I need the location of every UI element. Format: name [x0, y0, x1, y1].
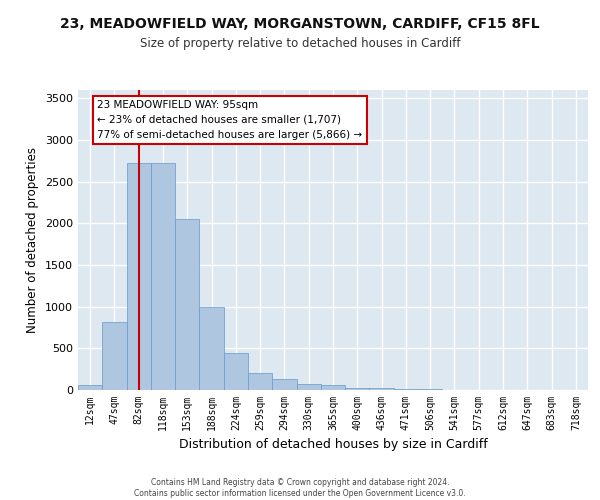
- Bar: [151, 164, 175, 390]
- Text: Contains HM Land Registry data © Crown copyright and database right 2024.
Contai: Contains HM Land Registry data © Crown c…: [134, 478, 466, 498]
- Bar: [394, 389, 418, 390]
- Bar: [296, 384, 321, 390]
- Text: 23, MEADOWFIELD WAY, MORGANSTOWN, CARDIFF, CF15 8FL: 23, MEADOWFIELD WAY, MORGANSTOWN, CARDIF…: [60, 18, 540, 32]
- Bar: [248, 374, 272, 390]
- Y-axis label: Number of detached properties: Number of detached properties: [26, 147, 40, 333]
- Bar: [370, 388, 394, 390]
- X-axis label: Distribution of detached houses by size in Cardiff: Distribution of detached houses by size …: [179, 438, 487, 452]
- Bar: [272, 379, 296, 390]
- Bar: [199, 306, 224, 390]
- Text: Size of property relative to detached houses in Cardiff: Size of property relative to detached ho…: [140, 38, 460, 51]
- Bar: [175, 219, 199, 390]
- Bar: [102, 322, 127, 390]
- Bar: [78, 385, 102, 390]
- Bar: [224, 352, 248, 390]
- Text: 23 MEADOWFIELD WAY: 95sqm
← 23% of detached houses are smaller (1,707)
77% of se: 23 MEADOWFIELD WAY: 95sqm ← 23% of detac…: [97, 100, 362, 140]
- Bar: [345, 388, 370, 390]
- Bar: [127, 164, 151, 390]
- Bar: [321, 386, 345, 390]
